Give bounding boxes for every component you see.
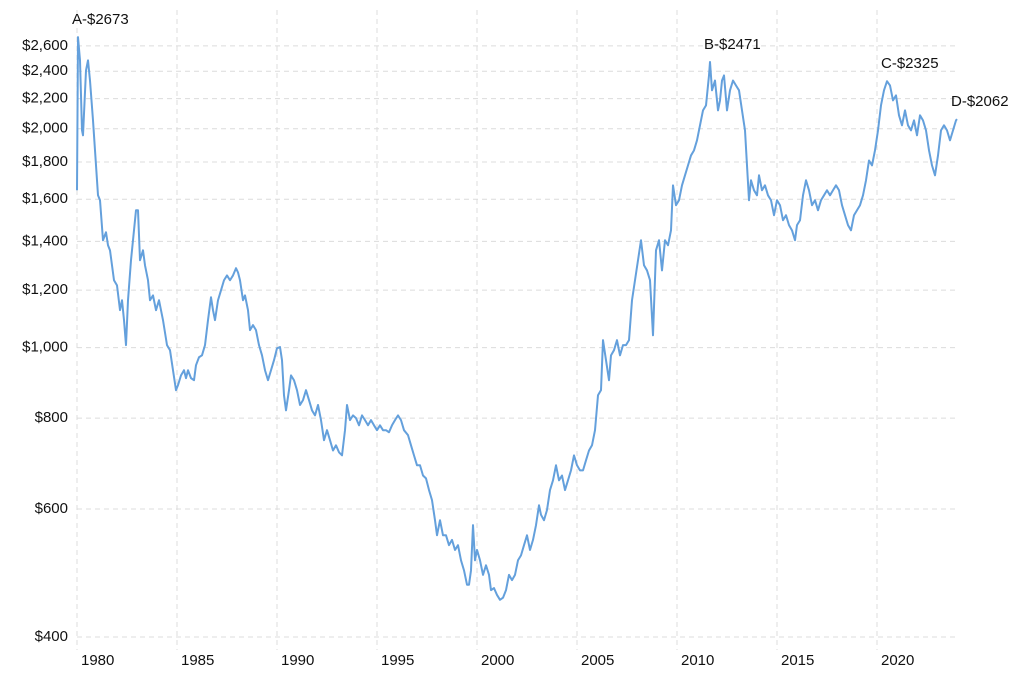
x-tick-label: 1990 xyxy=(281,652,314,669)
annotation: A-$2673 xyxy=(72,11,129,28)
x-tick-label: 2015 xyxy=(781,652,814,669)
y-tick-label: $2,000 xyxy=(22,120,68,137)
x-tick-label: 1985 xyxy=(181,652,214,669)
annotation: C-$2325 xyxy=(881,55,939,72)
y-tick-label: $1,200 xyxy=(22,281,68,298)
y-tick-label: $1,000 xyxy=(22,339,68,356)
y-tick-label: $1,800 xyxy=(22,153,68,170)
x-tick-label: 2010 xyxy=(681,652,714,669)
price-line xyxy=(76,36,958,601)
y-tick-label: $600 xyxy=(35,500,68,517)
annotation: D-$2062 xyxy=(951,93,1009,110)
y-tick-label: $2,200 xyxy=(22,90,68,107)
x-tick-label: 1980 xyxy=(81,652,114,669)
x-tick-label: 2005 xyxy=(581,652,614,669)
y-tick-label: $2,600 xyxy=(22,37,68,54)
y-tick-label: $400 xyxy=(35,628,68,645)
y-tick-label: $800 xyxy=(35,409,68,426)
x-tick-label: 2020 xyxy=(881,652,914,669)
y-tick-label: $2,400 xyxy=(22,62,68,79)
y-tick-label: $1,600 xyxy=(22,190,68,207)
x-tick-label: 1995 xyxy=(381,652,414,669)
y-tick-label: $1,400 xyxy=(22,232,68,249)
annotation: B-$2471 xyxy=(704,36,761,53)
x-tick-label: 2000 xyxy=(481,652,514,669)
